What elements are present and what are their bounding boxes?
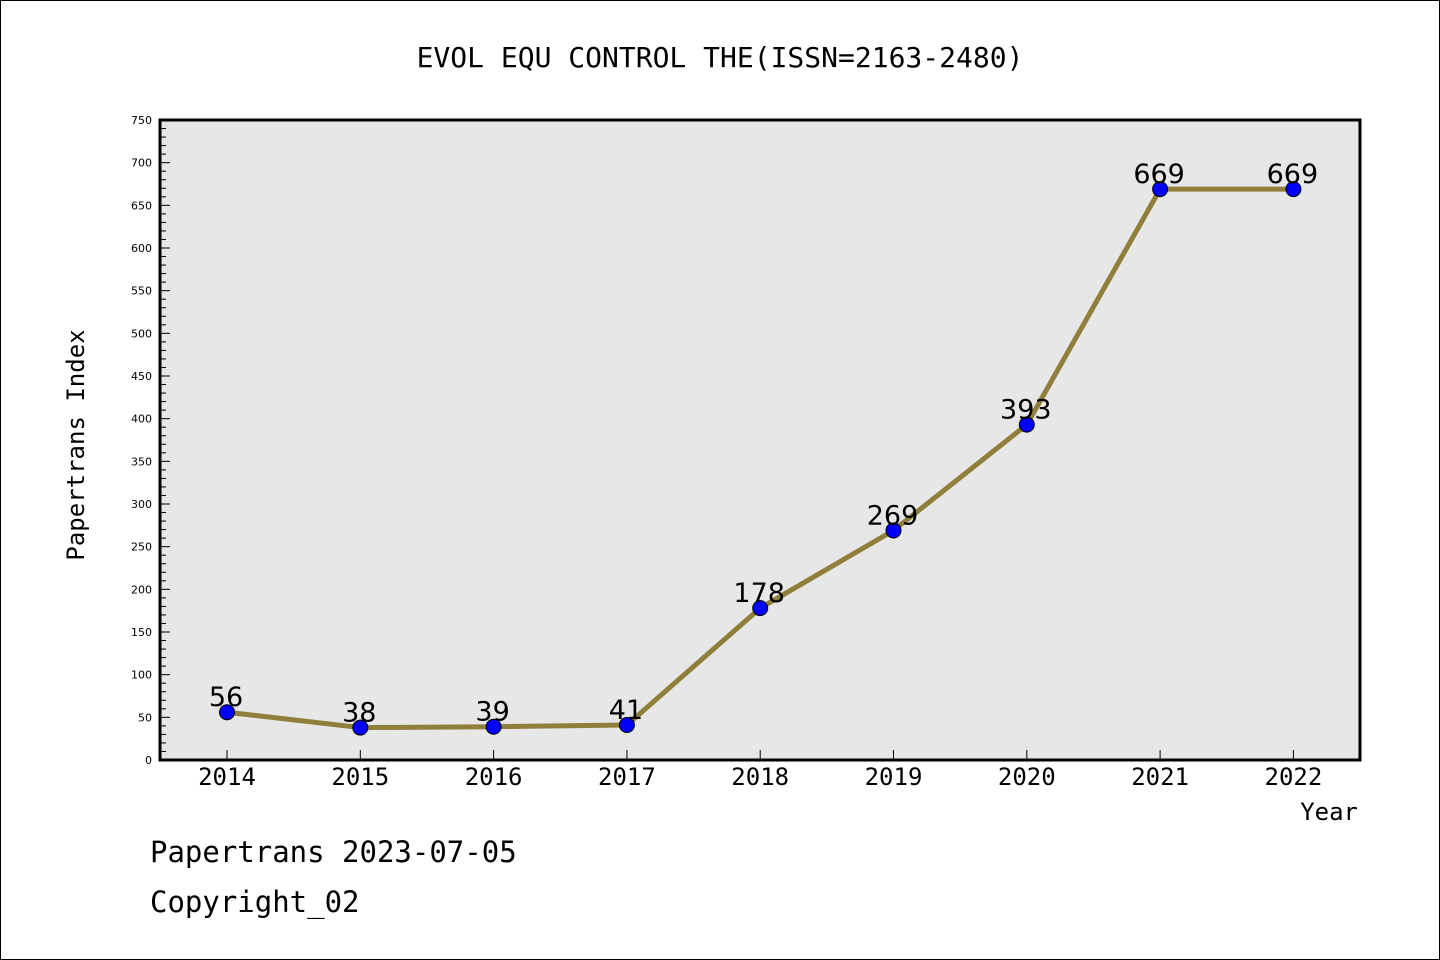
y-tick-label: 300 — [131, 498, 152, 511]
y-tick-label: 100 — [131, 669, 152, 682]
footer-date-text: Papertrans 2023-07-05 — [150, 835, 517, 869]
data-point — [752, 600, 769, 617]
y-axis-label: Papertrans Index — [62, 329, 90, 560]
y-tick-label: 500 — [131, 327, 152, 340]
y-tick-label: 650 — [131, 199, 152, 212]
data-label: 38 — [342, 698, 376, 729]
x-tick-label: 2015 — [331, 763, 389, 791]
y-tick-label: 400 — [131, 413, 152, 426]
x-tick-label: 2014 — [198, 763, 256, 791]
plot-area: 0 50 100 150 200 250 300 350 400 450 500 550 600 650 7… — [131, 114, 1362, 791]
x-tick-label: 2019 — [865, 763, 923, 791]
y-tick-label: 600 — [131, 242, 152, 255]
data-label: 669 — [1267, 159, 1319, 190]
plot-border — [158, 118, 1362, 762]
data-label: 41 — [609, 695, 643, 726]
data-point — [1018, 416, 1035, 433]
data-point — [885, 522, 902, 539]
data-label: 39 — [475, 697, 509, 728]
y-tick-label: 250 — [131, 541, 152, 554]
y-tick-label: 750 — [131, 114, 152, 127]
data-point — [618, 717, 635, 734]
x-tick-label: 2017 — [598, 763, 656, 791]
x-axis-label: Year — [1300, 798, 1358, 826]
y-tick-label: 150 — [131, 626, 152, 639]
y-tick-label: 0 — [145, 754, 152, 767]
data-point — [352, 719, 369, 736]
data-label: 56 — [209, 682, 243, 713]
data-label: 669 — [1133, 159, 1185, 190]
footer-copyright-text: Copyright_02 — [150, 885, 360, 919]
y-tick-label: 700 — [131, 157, 152, 170]
chart-title: EVOL EQU CONTROL THE(ISSN=2163-2480) — [417, 41, 1024, 74]
data-point — [219, 704, 235, 721]
data-point — [1152, 181, 1169, 198]
y-tick-label: 350 — [131, 455, 152, 468]
x-tick-label: 2022 — [1265, 763, 1323, 791]
y-tick-label: 200 — [131, 583, 152, 596]
data-point — [1285, 181, 1302, 198]
plot-background — [160, 120, 1360, 760]
y-tick-label: 550 — [131, 285, 152, 298]
data-point — [485, 718, 502, 735]
y-tick-label: 450 — [131, 370, 152, 383]
x-tick-label: 2018 — [731, 763, 789, 791]
x-tick-label: 2016 — [465, 763, 523, 791]
x-tick-label: 2021 — [1131, 763, 1189, 791]
data-label: 269 — [867, 500, 919, 531]
data-label: 178 — [733, 578, 785, 609]
x-tick-label: 2020 — [998, 763, 1056, 791]
data-label: 393 — [1000, 395, 1052, 426]
y-tick-label: 50 — [138, 711, 152, 724]
